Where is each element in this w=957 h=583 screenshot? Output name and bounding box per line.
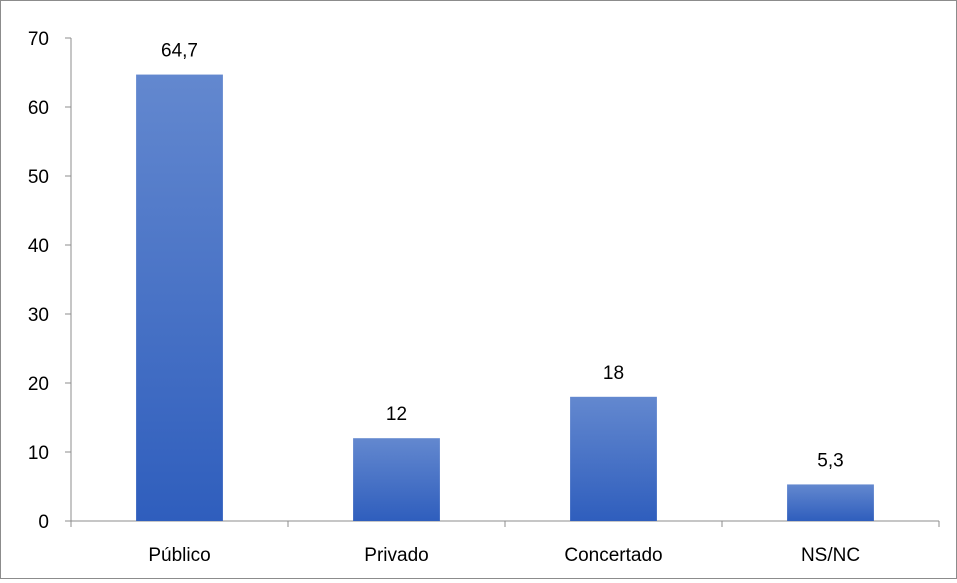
y-axis: 0 10 20 30 40 50 60 70 xyxy=(28,29,72,533)
y-tick-label: 0 xyxy=(38,512,49,533)
y-tick-label: 50 xyxy=(28,167,49,188)
data-label: 12 xyxy=(386,404,407,425)
category-label: Privado xyxy=(364,545,428,566)
bar-privado xyxy=(353,438,440,521)
x-axis: Público Privado Concertado NS/NC xyxy=(70,520,940,566)
bars xyxy=(136,74,874,521)
y-tick-label: 60 xyxy=(28,98,49,119)
category-label: NS/NC xyxy=(801,545,860,566)
category-label: Concertado xyxy=(564,545,662,566)
data-label: 64,7 xyxy=(161,41,198,62)
category-label: Público xyxy=(148,545,210,566)
y-tick-label: 30 xyxy=(28,305,49,326)
bar-concertado xyxy=(570,396,657,521)
data-label: 18 xyxy=(603,363,624,384)
bar-p-blico xyxy=(136,74,223,521)
y-tick-label: 70 xyxy=(28,29,49,50)
y-tick-label: 10 xyxy=(28,443,49,464)
y-tick-label: 40 xyxy=(28,236,49,257)
y-tick-label: 20 xyxy=(28,374,49,395)
bar-ns-nc xyxy=(787,484,874,521)
data-labels: 64,7 12 18 5,3 xyxy=(161,41,844,472)
data-label: 5,3 xyxy=(817,450,843,471)
